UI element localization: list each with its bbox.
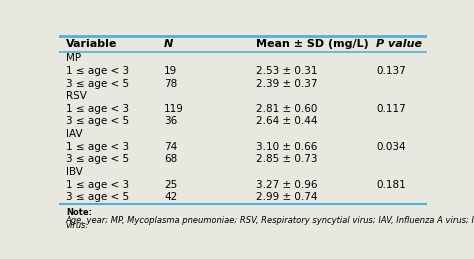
Text: 2.39 ± 0.37: 2.39 ± 0.37 — [256, 78, 317, 89]
Text: 1 ≤ age < 3: 1 ≤ age < 3 — [66, 104, 129, 114]
Text: 3 ≤ age < 5: 3 ≤ age < 5 — [66, 117, 129, 126]
Text: 119: 119 — [164, 104, 184, 114]
Text: 1 ≤ age < 3: 1 ≤ age < 3 — [66, 142, 129, 152]
Text: 3.10 ± 0.66: 3.10 ± 0.66 — [256, 142, 317, 152]
Text: 3 ≤ age < 5: 3 ≤ age < 5 — [66, 78, 129, 89]
Text: 42: 42 — [164, 192, 177, 202]
Text: Mean ± SD (mg/L): Mean ± SD (mg/L) — [256, 39, 368, 49]
Text: 1 ≤ age < 3: 1 ≤ age < 3 — [66, 180, 129, 190]
Text: 1 ≤ age < 3: 1 ≤ age < 3 — [66, 66, 129, 76]
Text: IAV: IAV — [66, 129, 82, 139]
Text: MP: MP — [66, 53, 81, 63]
Text: N: N — [164, 39, 173, 49]
Text: 2.99 ± 0.74: 2.99 ± 0.74 — [256, 192, 317, 202]
Text: Note:: Note: — [66, 208, 92, 217]
Text: P value: P value — [376, 39, 422, 49]
Text: 74: 74 — [164, 142, 177, 152]
Text: 0.034: 0.034 — [376, 142, 406, 152]
Text: 2.53 ± 0.31: 2.53 ± 0.31 — [256, 66, 317, 76]
Text: 68: 68 — [164, 154, 177, 164]
Text: 25: 25 — [164, 180, 177, 190]
Text: 3 ≤ age < 5: 3 ≤ age < 5 — [66, 192, 129, 202]
Text: Variable: Variable — [66, 39, 117, 49]
Text: virus.: virus. — [66, 221, 89, 230]
Text: 3.27 ± 0.96: 3.27 ± 0.96 — [256, 180, 317, 190]
Text: 3 ≤ age < 5: 3 ≤ age < 5 — [66, 154, 129, 164]
Text: 19: 19 — [164, 66, 177, 76]
Text: RSV: RSV — [66, 91, 87, 101]
Text: 2.81 ± 0.60: 2.81 ± 0.60 — [256, 104, 317, 114]
Text: 0.137: 0.137 — [376, 66, 406, 76]
Text: IBV: IBV — [66, 167, 83, 177]
Text: 36: 36 — [164, 117, 177, 126]
Text: 2.85 ± 0.73: 2.85 ± 0.73 — [256, 154, 317, 164]
Text: 2.64 ± 0.44: 2.64 ± 0.44 — [256, 117, 317, 126]
Text: 0.117: 0.117 — [376, 104, 406, 114]
Text: Age, year; MP, Mycoplasma pneumoniae; RSV, Respiratory syncytial virus; IAV, Inf: Age, year; MP, Mycoplasma pneumoniae; RS… — [66, 216, 474, 225]
Text: 0.181: 0.181 — [376, 180, 406, 190]
Text: 78: 78 — [164, 78, 177, 89]
